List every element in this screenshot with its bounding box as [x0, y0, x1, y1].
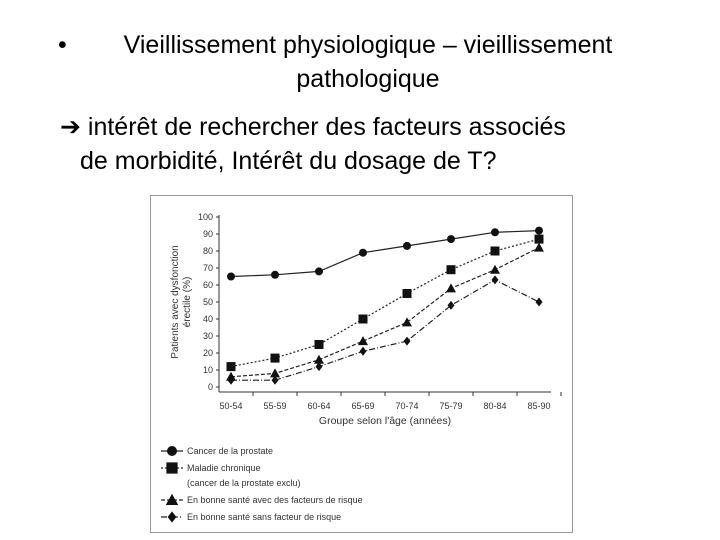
y-axis-label-1: Patients avec dysfonction — [170, 245, 181, 358]
data-point-1-7 — [534, 234, 544, 244]
data-point-3-3 — [359, 346, 367, 356]
arrow-line-2: de morbidité, Intérêt du dosage de T? — [80, 147, 497, 175]
y-tick-label: 20 — [203, 348, 213, 358]
chart-svg: 0 10 20 30 40 50 60 70 80 90 100 50-54 55-59 60-64 65-… — [161, 212, 562, 523]
y-tick-label: 50 — [203, 297, 213, 307]
legend-label-3: En bonne santé sans facteur de risque — [187, 512, 341, 522]
series-line-1 — [230, 238, 540, 368]
y-tick-label: 30 — [203, 331, 213, 341]
y-tick-label: 80 — [203, 246, 213, 256]
data-point-1-1 — [270, 353, 280, 363]
data-point-3-4 — [403, 336, 411, 346]
data-point-3-1 — [271, 375, 279, 385]
data-point-0-1 — [271, 270, 279, 279]
y-tick-label: 10 — [203, 365, 213, 375]
data-point-0-3 — [359, 248, 367, 257]
data-point-2-1 — [270, 368, 280, 378]
data-point-1-4 — [402, 289, 412, 298]
x-axis-label: Groupe selon l'âge (années) — [319, 415, 451, 427]
legend-label-0: Cancer de la prostate — [187, 446, 273, 456]
right-arrow-icon: ➔ — [60, 113, 81, 141]
data-point-3-7 — [535, 297, 543, 307]
data-point-1-6 — [490, 246, 500, 256]
data-point-2-2 — [314, 354, 324, 364]
legend-label-1-line2: (cancer de la prostate exclu) — [187, 478, 301, 488]
legend-marker-1 — [166, 462, 178, 474]
y-tick-label: 40 — [203, 314, 213, 324]
data-point-3-0 — [227, 375, 235, 385]
data-point-3-2 — [315, 362, 323, 372]
data-point-0-0 — [227, 272, 235, 281]
x-tick-label: 60-64 — [307, 401, 330, 411]
data-point-2-3 — [358, 336, 368, 346]
arrow-line-1: intérêt de rechercher des facteurs assoc… — [87, 113, 566, 141]
y-tick-label: 90 — [203, 229, 213, 239]
data-point-1-0 — [226, 362, 236, 372]
bullet-line-1: Vieillissement physiologique – vieilliss… — [123, 31, 613, 59]
x-tick-label: 50-54 — [219, 401, 242, 411]
legend-marker-0 — [167, 446, 177, 456]
x-tick-label: 85-90 — [527, 401, 550, 411]
data-point-2-6 — [490, 264, 500, 274]
legend-label-2: En bonne santé avec des facteurs de risq… — [187, 495, 363, 505]
legend-marker-3 — [167, 511, 177, 523]
bullet-line-2: pathologique — [296, 65, 440, 93]
x-tick-label: 80-84 — [483, 401, 506, 411]
x-tick-label: 65-69 — [351, 401, 374, 411]
data-point-0-6 — [491, 228, 499, 237]
legend-marker-2 — [165, 493, 179, 505]
data-point-1-2 — [314, 340, 324, 349]
data-point-0-7 — [535, 226, 543, 235]
series-line-0 — [230, 230, 540, 278]
x-tick-label: 55-59 — [263, 401, 286, 411]
y-tick-label: 0 — [208, 382, 213, 392]
arrow-text: ➔ intérêt de rechercher des facteurs ass… — [60, 110, 680, 178]
series-line-2 — [230, 247, 540, 378]
data-point-2-5 — [446, 283, 456, 293]
data-point-0-2 — [315, 267, 323, 276]
data-point-2-7 — [534, 242, 544, 252]
y-tick-label: 70 — [203, 263, 213, 273]
legend-label-1: Maladie chronique — [187, 463, 261, 473]
bullet-icon: • — [58, 31, 67, 59]
data-point-2-4 — [402, 317, 412, 327]
x-tick-label: 75-79 — [439, 401, 462, 411]
data-point-1-5 — [446, 265, 456, 275]
data-point-0-4 — [403, 241, 411, 250]
y-tick-label: 60 — [203, 280, 213, 290]
series-line-3 — [231, 279, 540, 381]
chart-figure: 0 10 20 30 40 50 60 70 80 90 100 50-54 55-59 60-64 65-… — [150, 195, 573, 533]
data-point-1-3 — [358, 314, 368, 324]
x-tick-label: 70-74 — [395, 401, 418, 411]
y-axis-label-2: érectile (%) — [182, 277, 193, 328]
data-point-0-5 — [447, 235, 455, 244]
y-tick-label: 100 — [198, 212, 213, 222]
bullet-text: • Vieillissement physiologique – vieilli… — [58, 28, 678, 96]
data-point-3-5 — [447, 300, 455, 310]
data-point-3-6 — [491, 275, 499, 285]
